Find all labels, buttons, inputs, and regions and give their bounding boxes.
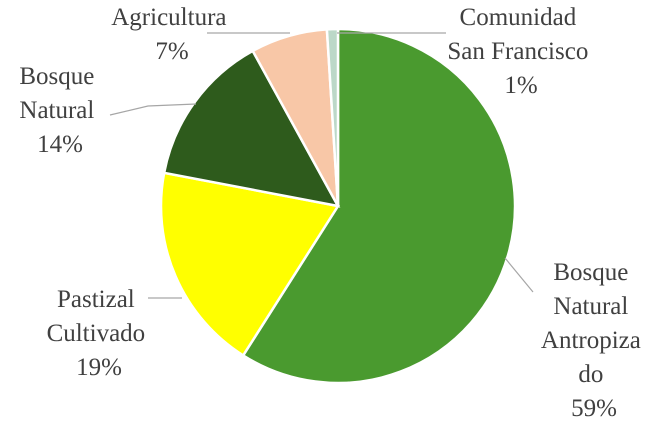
label-line: Cultivado (47, 320, 146, 347)
pie-slice-pastizal-cultivado (159, 171, 341, 358)
label-line: Antropiza (541, 327, 641, 354)
value-label: 1% (504, 72, 537, 99)
data-labels: Bosque Natural Antropiza do 59% Pastizal… (19, 4, 647, 422)
pie-slice-bosque-natural (162, 49, 341, 208)
data-label-comunidad-san-francisco: Comunidad San Francisco 1% (447, 4, 594, 99)
pie-slice-comunidad-san-francisco (325, 27, 340, 207)
value-label: 59% (571, 395, 617, 422)
data-label-bosque-natural: Bosque Natural 14% (19, 63, 100, 158)
label-line: Bosque (553, 259, 628, 286)
label-line: Bosque (19, 63, 94, 90)
pie-slice-bosque-natural-antropizado (241, 27, 517, 385)
label-line: Natural (553, 293, 628, 320)
label-line: Agricultura (111, 4, 226, 31)
value-label: 7% (155, 38, 188, 65)
data-label-agricultura: Agricultura 7% (111, 4, 232, 65)
pie-slices (159, 27, 517, 385)
data-label-pastizal-cultivado: Pastizal Cultivado 19% (47, 286, 152, 381)
label-line: Comunidad (460, 4, 577, 31)
data-label-bosque-natural-antropizado: Bosque Natural Antropiza do 59% (541, 259, 647, 422)
value-label: 19% (76, 354, 122, 381)
label-line: Pastizal (57, 286, 135, 313)
label-line: do (578, 361, 603, 388)
leader-line-bosque-natural (109, 103, 197, 116)
value-label: 14% (37, 131, 83, 158)
leader-line-bosque-natural-antropizado (504, 257, 534, 293)
label-line: Natural (19, 97, 94, 124)
label-line: San Francisco (447, 38, 588, 65)
leader-lines (109, 32, 534, 299)
